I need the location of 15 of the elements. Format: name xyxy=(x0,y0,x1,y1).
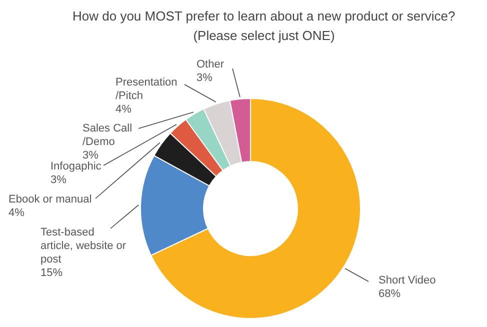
data-label: 3% xyxy=(196,72,213,84)
data-label: 68% xyxy=(378,288,401,300)
slice-label: Infogaphic xyxy=(50,160,102,172)
slice-label: Sales Call /Demo xyxy=(82,122,132,148)
data-label: 15% xyxy=(40,266,63,279)
slice-label: Other xyxy=(196,58,224,70)
slice-label: Presentation /Pitch xyxy=(116,76,178,102)
slice-label: Ebook or manual xyxy=(8,194,92,206)
data-label: 4% xyxy=(8,206,25,219)
chart-title: How do you MOST prefer to learn about a new product or service? (Please select just ONE) xyxy=(72,8,456,43)
data-label: 4% xyxy=(116,103,132,116)
slice-label: Test-based article, website or post xyxy=(40,226,126,266)
data-label: 3% xyxy=(82,149,99,162)
slice-label: Short Video xyxy=(378,274,436,286)
data-label: 3% xyxy=(50,174,67,186)
